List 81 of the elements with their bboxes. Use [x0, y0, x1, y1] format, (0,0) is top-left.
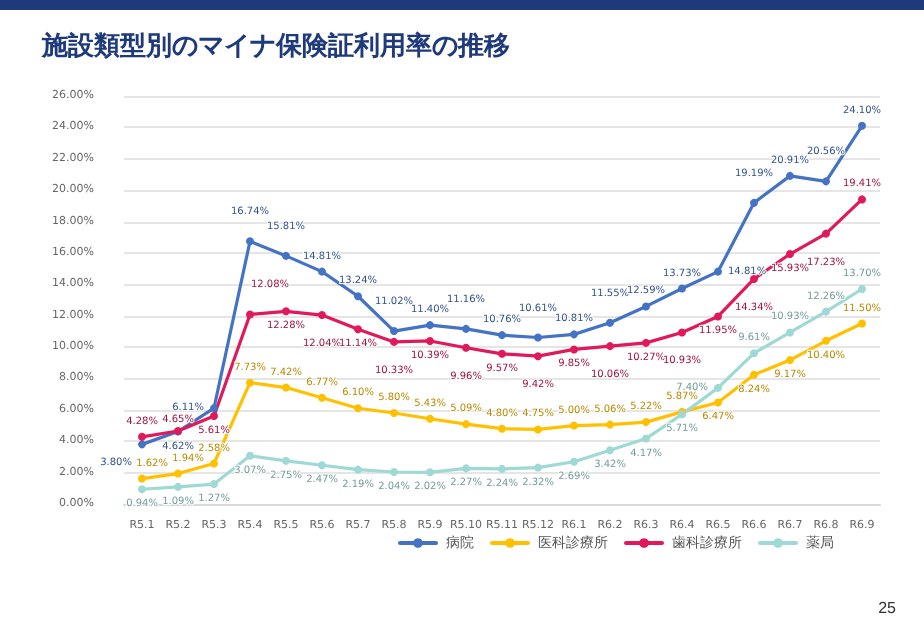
point	[282, 251, 290, 260]
point	[822, 177, 830, 186]
point	[642, 302, 650, 311]
point	[174, 469, 182, 478]
point	[570, 421, 578, 430]
point	[606, 318, 614, 327]
point	[642, 418, 650, 427]
point	[858, 285, 866, 294]
point	[138, 432, 146, 441]
point	[822, 336, 830, 345]
point	[570, 345, 578, 354]
point	[606, 420, 614, 429]
point	[318, 267, 326, 276]
point	[750, 198, 758, 207]
point	[714, 383, 722, 392]
point	[246, 310, 254, 319]
point	[282, 383, 290, 392]
point	[210, 459, 218, 468]
point	[354, 325, 362, 334]
point	[786, 171, 794, 180]
point	[570, 330, 578, 339]
point	[282, 307, 290, 316]
point	[390, 408, 398, 417]
point	[138, 485, 146, 494]
point	[462, 343, 470, 352]
point	[390, 467, 398, 476]
point	[246, 237, 254, 246]
point	[534, 463, 542, 472]
point	[462, 324, 470, 333]
point	[498, 424, 506, 433]
point	[246, 451, 254, 460]
point	[426, 336, 434, 345]
point	[786, 328, 794, 337]
point	[138, 440, 146, 449]
point	[570, 457, 578, 466]
point	[318, 393, 326, 402]
text: 25	[878, 599, 898, 617]
point	[750, 370, 758, 379]
point	[642, 338, 650, 347]
point	[390, 327, 398, 336]
point	[642, 434, 650, 443]
point	[534, 333, 542, 342]
point	[786, 250, 794, 259]
point	[138, 474, 146, 483]
point	[390, 337, 398, 346]
point	[174, 482, 182, 491]
point	[354, 292, 362, 301]
point	[714, 312, 722, 321]
point	[426, 414, 434, 423]
point	[858, 121, 866, 130]
point	[606, 446, 614, 455]
point	[462, 464, 470, 473]
point	[750, 349, 758, 358]
point	[498, 349, 506, 358]
point	[462, 420, 470, 429]
point	[822, 229, 830, 238]
point	[426, 321, 434, 330]
point	[318, 461, 326, 470]
point	[822, 307, 830, 316]
point	[714, 267, 722, 276]
point	[714, 398, 722, 407]
point	[534, 352, 542, 361]
point	[354, 404, 362, 413]
point	[498, 331, 506, 340]
point	[858, 195, 866, 204]
point	[354, 465, 362, 474]
point	[318, 311, 326, 320]
point	[606, 342, 614, 351]
point	[498, 464, 506, 473]
point	[210, 404, 218, 413]
point	[786, 356, 794, 365]
point	[858, 319, 866, 328]
point	[246, 378, 254, 387]
chart-title: 施設類型別のマイナ保険証利用率の推移	[40, 30, 510, 62]
point	[210, 480, 218, 489]
point	[282, 456, 290, 465]
point	[534, 425, 542, 434]
point	[678, 284, 686, 293]
point	[210, 411, 218, 420]
point	[678, 328, 686, 337]
point	[426, 468, 434, 477]
